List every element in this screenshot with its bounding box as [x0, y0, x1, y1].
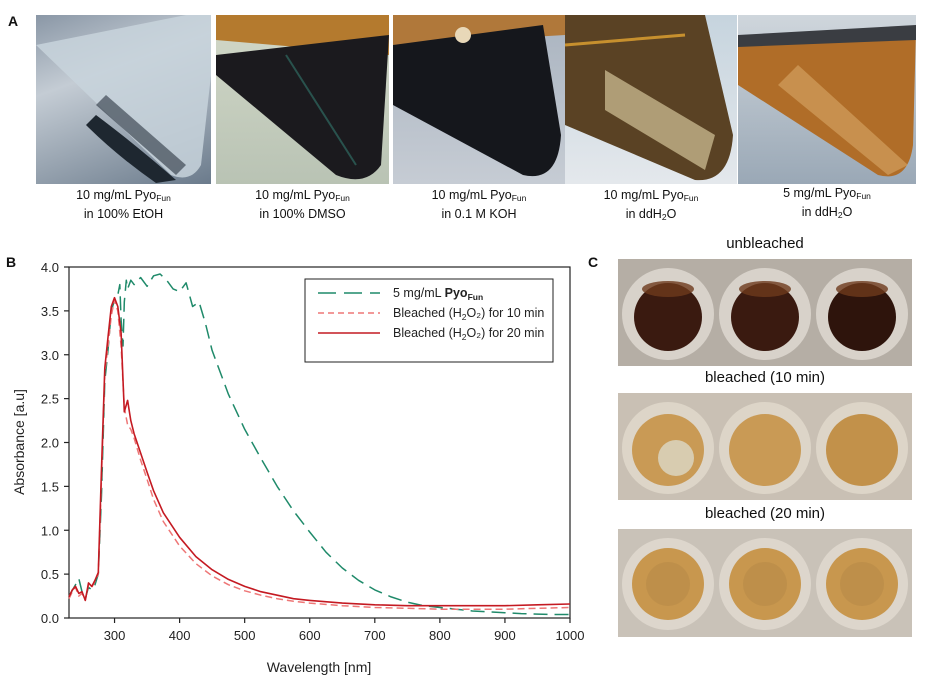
row-title-bleached-20: bleached (20 min) — [704, 505, 826, 522]
x-axis-label: Wavelength [nm] — [267, 659, 372, 675]
y-tick-label: 0.5 — [41, 567, 59, 582]
y-tick-label: 3.5 — [41, 304, 59, 319]
tube-photo-ddh2o-10 — [565, 15, 737, 184]
tube-photo-etoh — [36, 15, 211, 184]
x-tick-label: 800 — [429, 628, 451, 643]
legend-label-sub: 2 — [462, 332, 467, 342]
tube-caption: 10 mg/mL PyoFun in 100% DMSO — [255, 188, 350, 221]
x-tick-label: 300 — [104, 628, 126, 643]
y-tick-label: 2.5 — [41, 392, 59, 407]
y-tick-label: 1.0 — [41, 523, 59, 538]
series-line-2 — [68, 296, 571, 607]
wells-photo-unbleached — [618, 259, 912, 366]
y-tick-label: 2.0 — [41, 436, 59, 451]
x-tick-label: 400 — [169, 628, 191, 643]
x-tick-label: 500 — [234, 628, 256, 643]
tube-photo-ddh2o-5 — [738, 15, 916, 184]
x-tick-label: 700 — [364, 628, 386, 643]
x-tick-label: 600 — [299, 628, 321, 643]
legend-label-0: 5 mg/mL PyoFun — [393, 286, 483, 302]
legend-label-prefix: 5 mg/mL — [393, 286, 445, 300]
series-line-1 — [68, 299, 571, 610]
legend-label-prefix: Bleached (H — [393, 306, 462, 320]
row-title-bleached-10: bleached (10 min) — [704, 369, 826, 386]
tube-caption: 10 mg/mL PyoFun in 100% EtOH — [76, 188, 171, 221]
wells-photo-bleached-20 — [618, 529, 912, 637]
panel-b-label: B — [6, 254, 17, 270]
tube-photo-koh — [393, 15, 565, 184]
legend-label-suffix: O₂) for 10 min — [467, 306, 545, 320]
legend-label-suffix: O₂) for 20 min — [467, 326, 545, 340]
legend-label-prefix: Bleached (H — [393, 326, 462, 340]
y-tick-label: 4.0 — [41, 260, 59, 275]
legend-label-bold: Pyo — [445, 286, 468, 300]
y-tick-label: 1.5 — [41, 479, 59, 494]
tube-caption: 10 mg/mL PyoFun in ddH2O — [603, 188, 699, 222]
wells-photo-bleached-10 — [618, 393, 912, 500]
tube-caption: 5 mg/mL PyoFun in ddH2O — [783, 186, 871, 220]
row-title-unbleached: unbleached — [726, 235, 804, 252]
y-axis-label: Absorbance [a.u] — [11, 389, 27, 495]
y-tick-label: 0.0 — [41, 611, 59, 626]
legend-label-sub: 2 — [462, 312, 467, 322]
x-tick-label: 900 — [494, 628, 516, 643]
legend-label-sub: Fun — [468, 292, 484, 302]
legend-label-2: Bleached (H2O₂) for 20 min — [393, 326, 544, 342]
panel-c-label: C — [588, 254, 599, 270]
panel-a-label: A — [8, 13, 19, 29]
x-tick-label: 1000 — [556, 628, 585, 643]
tube-caption: 10 mg/mL PyoFun in 0.1 M KOH — [431, 188, 527, 221]
y-tick-label: 3.0 — [41, 348, 59, 363]
legend-label-1: Bleached (H2O₂) for 10 min — [393, 306, 544, 322]
tube-photo-dmso — [216, 15, 389, 184]
absorbance-chart: 0.0 0.5 1.0 1.5 2.0 2.5 3.0 3.5 4.0 300 400 500 600… — [11, 260, 585, 675]
